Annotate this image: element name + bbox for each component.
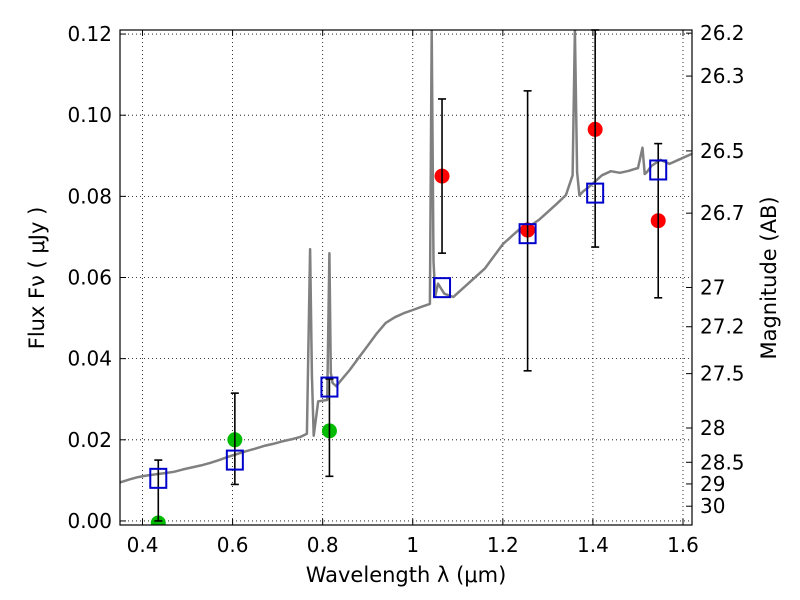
plot-clipped (120, 30, 692, 525)
y-tick-label: 0.08 (67, 184, 112, 208)
plot-area (120, 29, 692, 525)
y2-tick-label: 26.2 (700, 21, 745, 45)
y2-tick-label: 27.5 (700, 362, 745, 386)
model-spectrum-line (120, 30, 692, 484)
y-tick-label: 0.00 (67, 509, 112, 533)
x-tick-label: 1.6 (667, 533, 699, 557)
y-axis-label: Flux Fν ( μJy ) (25, 207, 49, 350)
y2-axis-label: Magnitude (AB) (757, 196, 781, 359)
plot-frame (119, 29, 693, 526)
y2-tick-label: 26.7 (700, 201, 745, 225)
x-tick-label: 1 (406, 533, 419, 557)
model-flux-square (586, 182, 605, 204)
x-tick-label: 0.8 (307, 533, 339, 557)
y2-tick-label: 27 (700, 275, 725, 299)
x-tick-label: 0.4 (127, 533, 159, 557)
x-tick-label: 1.2 (487, 533, 519, 557)
model-flux-square (225, 449, 244, 471)
y2-tick-label: 27.2 (700, 315, 745, 339)
y2-tick-label: 28 (700, 416, 725, 440)
y2-tick-label: 26.5 (700, 139, 745, 163)
model-flux-square (518, 223, 537, 245)
x-axis-label: Wavelength λ (μm) (306, 563, 507, 587)
model-flux-square (149, 467, 168, 489)
y2-tick-label: 29 (700, 472, 725, 496)
model-flux-square (433, 277, 452, 299)
y-tick-label: 0.04 (67, 347, 112, 371)
model-flux-square (649, 159, 668, 181)
axis-ticks: 0.4 0.6 0.8 1 1.2 1.4 1.6 0.00 0.02 0.04 0.06 0.08 0… (67, 21, 744, 557)
y-tick-label: 0.06 (67, 266, 112, 290)
y-tick-label: 0.02 (67, 428, 112, 452)
y2-tick-label: 28.5 (700, 450, 745, 474)
y-tick-label: 0.12 (67, 22, 112, 46)
x-tick-label: 0.6 (217, 533, 249, 557)
y2-tick-label: 26.3 (700, 64, 745, 88)
y2-tick-label: 30 (700, 494, 725, 518)
grid-lines (120, 30, 692, 525)
model-flux-square (320, 376, 339, 398)
x-tick-label: 1.4 (577, 533, 609, 557)
y-tick-label: 0.10 (67, 103, 112, 127)
